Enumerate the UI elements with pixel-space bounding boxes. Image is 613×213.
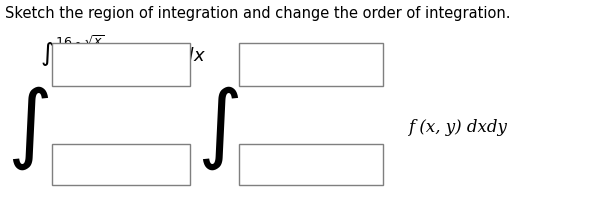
Text: Sketch the region of integration and change the order of integration.: Sketch the region of integration and cha… [5, 6, 511, 21]
Bar [239, 43, 383, 86]
Text: $\int$: $\int$ [7, 84, 48, 172]
Bar [52, 43, 190, 86]
Bar [52, 144, 190, 185]
Text: $\int$: $\int$ [197, 84, 238, 172]
Text: $\int_0^{16}\!\int_0^{\sqrt{x}} f(x, y)\,dy\,dx$: $\int_0^{16}\!\int_0^{\sqrt{x}} f(x, y)\… [40, 34, 206, 73]
Text: f (x, y) dxdy: f (x, y) dxdy [408, 119, 506, 136]
Bar [239, 144, 383, 185]
